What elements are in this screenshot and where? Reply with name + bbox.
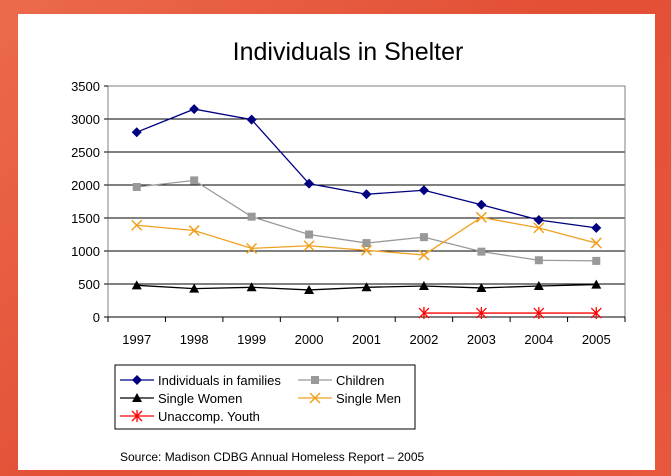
data-point	[591, 222, 602, 233]
data-point	[533, 280, 544, 290]
series-individuals-in-families	[131, 104, 602, 233]
data-point	[418, 185, 429, 196]
data-point	[476, 199, 487, 210]
data-point	[304, 284, 315, 294]
data-point	[188, 225, 200, 237]
y-tick-label: 2000	[71, 178, 100, 193]
x-tick-label: 1999	[237, 332, 266, 347]
data-point	[476, 282, 487, 292]
legend-marker	[131, 410, 143, 422]
legend-marker	[309, 392, 321, 404]
series-unaccomp-youth	[418, 307, 602, 320]
data-point	[418, 280, 429, 290]
data-point	[361, 282, 372, 292]
data-point	[304, 178, 315, 189]
legend-label: Individuals in families	[158, 373, 281, 388]
y-tick-label: 3000	[71, 112, 100, 127]
y-tick-label: 0	[93, 310, 100, 325]
line-chart: Individuals in Shelter 0 500 1000 1500 2000 2…	[71, 38, 626, 464]
data-point	[477, 247, 486, 256]
data-point	[131, 127, 142, 138]
x-tick-label: 2003	[467, 332, 496, 347]
legend-label: Unaccomp. Youth	[158, 409, 260, 424]
data-point	[131, 280, 142, 290]
x-axis-ticks: 1997 1998 1999 2000 2001 2002 2003 2004 2005	[107, 316, 626, 347]
data-point	[418, 307, 430, 320]
series-group	[131, 104, 602, 320]
legend-marker	[311, 376, 319, 384]
data-point	[303, 240, 315, 252]
y-tick-label: 1000	[71, 244, 100, 259]
legend-item: Individuals in families	[120, 373, 281, 388]
data-point	[247, 212, 256, 221]
legend: Individuals in families Children Single Wo…	[114, 364, 416, 430]
data-point	[534, 256, 543, 265]
data-point	[360, 244, 373, 256]
legend-label: Children	[336, 373, 384, 388]
data-point	[190, 176, 199, 185]
legend-label: Single Women	[158, 391, 242, 406]
chart-title: Individuals in Shelter	[233, 38, 464, 66]
x-tick-label: 1998	[180, 332, 209, 347]
data-point	[418, 249, 430, 261]
legend-item: Children	[298, 373, 384, 388]
data-point	[189, 104, 200, 115]
data-point	[246, 114, 257, 125]
source-note: Source: Madison CDBG Annual Homeless Rep…	[120, 450, 424, 464]
data-point	[132, 182, 141, 191]
data-point	[475, 307, 487, 320]
data-point	[131, 219, 143, 231]
data-point	[533, 307, 545, 320]
legend-item: Single Women	[120, 391, 242, 406]
y-tick-label: 2500	[71, 145, 100, 160]
legend-item: Single Men	[298, 391, 401, 406]
data-point	[246, 282, 257, 292]
series-line	[136, 108, 597, 229]
data-point	[592, 256, 601, 265]
y-axis-ticks: 0 500 1000 1500 2000 2500 3000 3500	[71, 79, 108, 325]
data-point	[590, 237, 602, 249]
data-point	[533, 222, 545, 234]
chart-panel: Individuals in Shelter 0 500 1000 1500 2000 2…	[18, 14, 655, 470]
x-tick-label: 2000	[295, 332, 324, 347]
data-point	[475, 211, 487, 223]
data-point	[533, 214, 544, 225]
data-point	[246, 242, 258, 254]
x-tick-label: 1997	[122, 332, 151, 347]
legend-marker	[132, 375, 142, 385]
series-single-men	[131, 211, 602, 261]
data-point	[305, 230, 314, 239]
x-tick-label: 2001	[352, 332, 381, 347]
data-point	[419, 233, 428, 242]
x-tick-label: 2002	[409, 332, 438, 347]
x-tick-label: 2005	[582, 332, 611, 347]
y-tick-label: 1500	[71, 211, 100, 226]
legend-marker	[132, 393, 142, 402]
series-children	[132, 176, 601, 265]
legend-box	[114, 364, 416, 430]
legend-item: Unaccomp. Youth	[120, 409, 260, 424]
data-point	[590, 307, 602, 320]
data-point	[189, 283, 200, 293]
data-point	[591, 279, 602, 289]
legend-label: Single Men	[336, 391, 401, 406]
data-point	[362, 239, 371, 248]
x-tick-label: 2004	[524, 332, 553, 347]
series-single-women	[131, 279, 602, 294]
y-tick-label: 500	[78, 277, 100, 292]
data-point	[361, 189, 372, 200]
y-tick-label: 3500	[71, 79, 100, 94]
